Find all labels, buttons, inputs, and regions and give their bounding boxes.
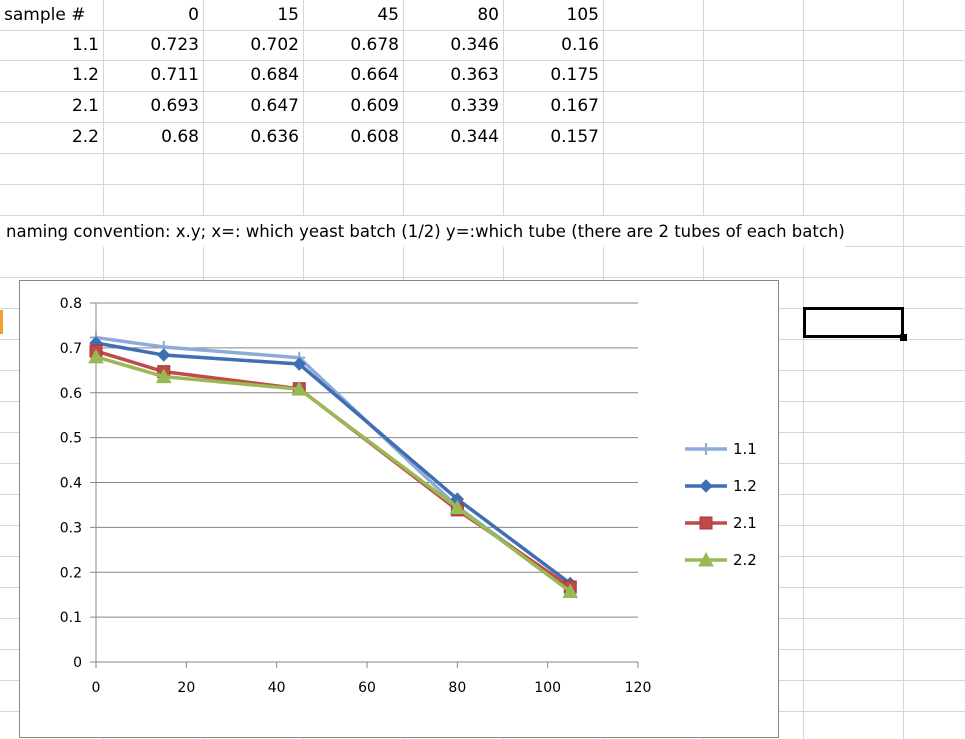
y-tick-label: 0.7 (60, 341, 82, 357)
value-cell[interactable]: 0.684 (250, 65, 299, 85)
value-cell[interactable]: 0.346 (450, 35, 499, 55)
legend-label-2-1: 2.1 (733, 514, 757, 532)
value-cell[interactable]: 0.167 (550, 96, 599, 116)
data-point-2-2 (562, 583, 579, 599)
value-cell[interactable]: 0.363 (450, 65, 499, 85)
column-gridline (803, 0, 804, 739)
y-tick-label: 0 (73, 655, 82, 671)
row-gridline (0, 215, 965, 216)
value-cell[interactable]: 0.344 (450, 127, 499, 147)
x-tick-label: 60 (358, 680, 376, 696)
y-tick-label: 0.2 (60, 565, 82, 581)
data-point-2-2 (449, 499, 466, 515)
value-cell[interactable]: 0.175 (550, 65, 599, 85)
header-cell-time[interactable]: 105 (566, 5, 599, 25)
value-cell[interactable]: 0.647 (250, 96, 299, 116)
legend-label-2-2: 2.2 (733, 551, 757, 569)
data-point-2-2 (155, 368, 172, 384)
row-indicator (0, 310, 3, 334)
row-gridline (0, 122, 965, 123)
x-tick-label: 20 (177, 680, 195, 696)
legend-marker-1-1 (700, 443, 712, 455)
series-line-2-1 (95, 349, 572, 589)
header-cell-time[interactable]: 15 (277, 5, 299, 25)
chart-canvas: 0 0.1 0.2 0.3 0.4 0.5 0.6 0.7 0.8 0 20 40 60 80 100 120… (60, 296, 757, 696)
y-tick-label: 0.4 (60, 476, 82, 492)
y-tick-label: 0.5 (60, 431, 82, 447)
value-cell[interactable]: 0.702 (250, 35, 299, 55)
row-gridline (0, 91, 965, 92)
legend-label-1-2: 1.2 (733, 477, 757, 495)
data-point-2-2 (291, 381, 308, 396)
legend-marker-1-2 (699, 479, 713, 493)
row-gridline (0, 277, 965, 278)
y-tick-label: 0.3 (60, 520, 82, 536)
legend-marker-2-1 (699, 516, 713, 530)
x-tick-label: 80 (448, 680, 466, 696)
value-cell[interactable]: 0.608 (350, 127, 399, 147)
fill-handle[interactable] (900, 334, 907, 341)
naming-convention-note[interactable]: naming convention: x.y; x=: which yeast … (0, 216, 845, 247)
x-tick-label: 120 (625, 680, 652, 696)
value-cell[interactable]: 0.68 (161, 127, 199, 147)
x-tick-label: 40 (268, 680, 286, 696)
sample-id-cell[interactable]: 2.2 (71, 127, 99, 147)
value-cell[interactable]: 0.16 (561, 35, 599, 55)
row-gridline (0, 153, 965, 154)
row-gridline (0, 30, 965, 31)
header-cell-sample[interactable]: sample # (4, 5, 86, 25)
value-cell[interactable]: 0.157 (550, 127, 599, 147)
row-gridline (0, 184, 965, 185)
header-cell-time[interactable]: 80 (477, 5, 499, 25)
value-cell[interactable]: 0.678 (350, 35, 399, 55)
legend-marker-2-2 (698, 551, 714, 567)
value-cell[interactable]: 0.711 (150, 65, 199, 85)
x-tick-label: 0 (92, 680, 101, 696)
line-chart[interactable]: 0 0.1 0.2 0.3 0.4 0.5 0.6 0.7 0.8 0 20 40 60 80 100 120… (19, 280, 779, 738)
x-tick-label: 100 (534, 680, 561, 696)
data-point-1-2 (292, 357, 306, 371)
data-point-1-2 (157, 348, 171, 362)
value-cell[interactable]: 0.339 (450, 96, 499, 116)
value-cell[interactable]: 0.723 (150, 35, 199, 55)
sample-id-cell[interactable]: 1.1 (71, 35, 99, 55)
value-cell[interactable]: 0.636 (250, 127, 299, 147)
sample-id-cell[interactable]: 1.2 (71, 65, 99, 85)
header-cell-time[interactable]: 0 (188, 5, 199, 25)
value-cell[interactable]: 0.693 (150, 96, 199, 116)
legend-label-1-1: 1.1 (733, 440, 757, 458)
y-tick-label: 0.1 (60, 610, 82, 626)
active-cell-selection[interactable] (803, 307, 904, 338)
value-cell[interactable]: 0.609 (350, 96, 399, 116)
sample-id-cell[interactable]: 2.1 (71, 96, 99, 116)
value-cell[interactable]: 0.664 (350, 65, 399, 85)
column-gridline (903, 0, 904, 739)
header-cell-time[interactable]: 45 (377, 5, 399, 25)
y-tick-label: 0.8 (60, 296, 82, 312)
data-point-2-2 (88, 348, 104, 364)
y-tick-label: 0.6 (60, 386, 82, 402)
row-gridline (0, 60, 965, 61)
